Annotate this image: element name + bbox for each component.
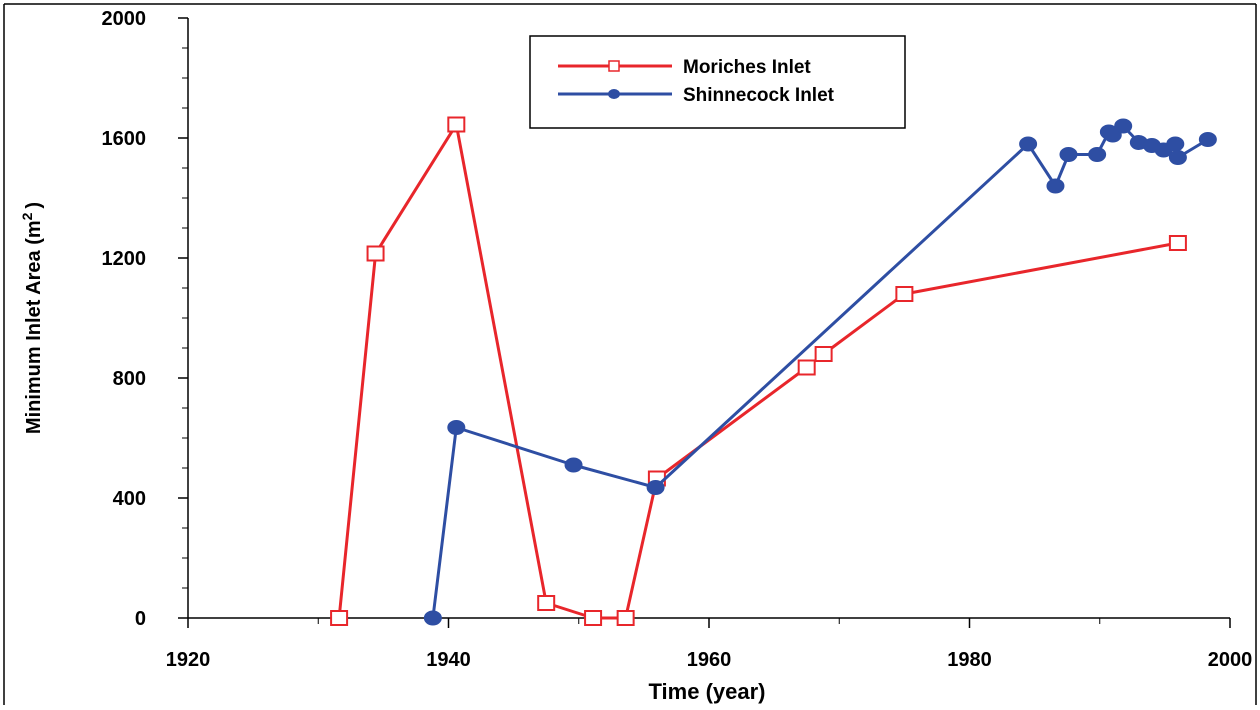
data-point <box>447 420 466 435</box>
y-axis-title-main: Minimum Inlet Area (m <box>23 220 45 434</box>
data-point <box>584 610 603 626</box>
legend-entry: Moriches Inlet <box>558 57 811 78</box>
y-axis-title-superscript: 2 <box>19 212 35 220</box>
legend-entry: Shinnecock Inlet <box>558 85 835 106</box>
data-point <box>1088 147 1107 162</box>
y-tick-label: 2000 <box>102 8 147 30</box>
x-axis-title: Time (year) <box>649 679 766 704</box>
data-point <box>1198 132 1217 147</box>
data-point <box>1114 118 1133 134</box>
data-point <box>1168 150 1187 165</box>
y-axis-title: Minimum Inlet Area (m2) <box>19 202 45 434</box>
data-point <box>1059 147 1078 162</box>
data-point <box>447 116 466 133</box>
data-point <box>1166 136 1185 152</box>
legend-label: Shinnecock Inlet <box>683 85 835 106</box>
legend-label: Moriches Inlet <box>683 57 811 78</box>
legend-marker <box>608 60 620 72</box>
axes: 0 400 800 1200 1600 2000 1920 1940 1960 1980 2000 <box>102 8 1253 671</box>
data-point <box>797 359 816 376</box>
y-axis-title-suffix: ) <box>23 202 45 209</box>
data-point <box>423 610 442 626</box>
data-point <box>814 346 833 362</box>
data-point <box>1046 178 1065 194</box>
y-tick-label: 1600 <box>102 128 147 150</box>
data-point <box>895 286 914 302</box>
series-line <box>337 123 1179 620</box>
x-tick-label: 2000 <box>1208 649 1253 671</box>
data-point <box>616 610 635 626</box>
series-1 <box>423 118 1217 626</box>
data-point <box>1168 235 1187 251</box>
data-point <box>646 480 665 495</box>
data-point <box>366 245 385 262</box>
x-tick-label: 1980 <box>947 649 992 671</box>
series-0 <box>330 116 1187 626</box>
y-tick-label: 800 <box>113 368 146 390</box>
x-tick-label: 1940 <box>426 649 471 671</box>
series-line <box>431 124 1209 619</box>
legend: Moriches Inlet Shinnecock Inlet <box>529 35 906 129</box>
y-tick-label: 1200 <box>102 248 147 270</box>
data-point <box>1019 136 1038 152</box>
y-tick-label: 0 <box>135 608 146 630</box>
x-tick-label: 1960 <box>687 649 732 671</box>
data-point <box>537 595 556 611</box>
data-point <box>564 457 583 473</box>
x-tick-label: 1920 <box>166 649 211 671</box>
legend-marker <box>608 89 620 99</box>
data-point <box>330 610 349 626</box>
y-tick-label: 400 <box>113 488 146 510</box>
legend-box <box>529 35 906 129</box>
data-point <box>1103 127 1122 143</box>
series-layer <box>330 116 1217 626</box>
